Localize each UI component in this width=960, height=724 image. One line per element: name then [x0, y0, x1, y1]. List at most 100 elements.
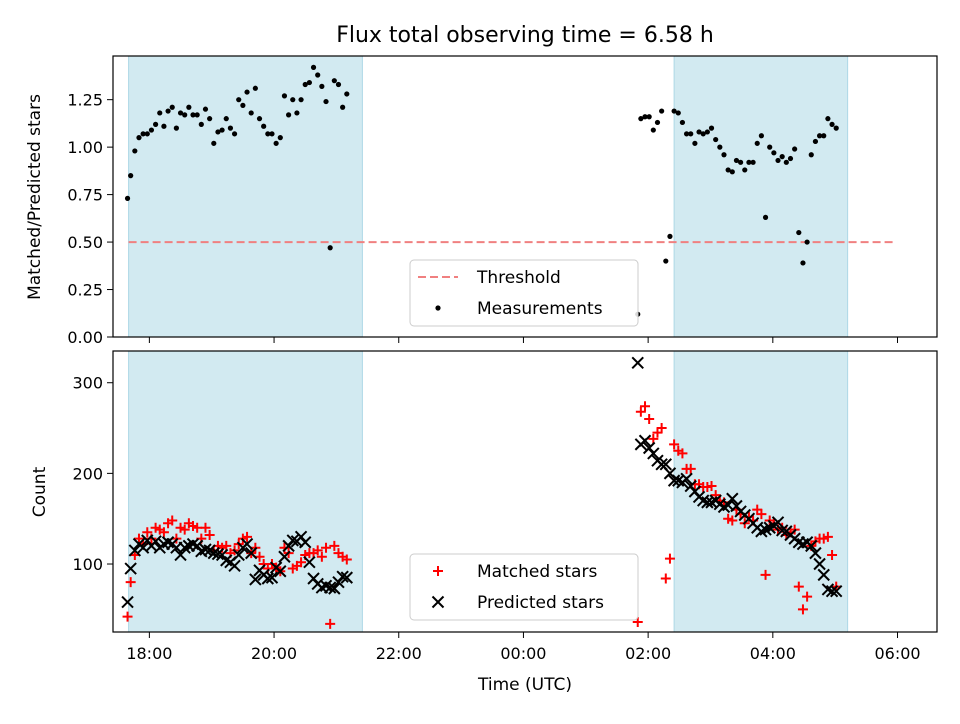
measurement-point — [733, 157, 740, 164]
measurement-point — [775, 157, 781, 164]
predicted-star-point — [817, 568, 830, 582]
measurement-point — [306, 79, 312, 86]
measurement-point — [671, 108, 677, 114]
measurement-point — [315, 72, 321, 78]
predicted-star-point — [647, 447, 660, 460]
y-tick-label: 0.00 — [67, 328, 103, 347]
predicted-star-point — [240, 537, 254, 551]
measurement-point — [252, 85, 258, 91]
measurement-point — [277, 135, 283, 141]
predicted-star-point — [299, 536, 312, 549]
matched-star-point — [827, 549, 838, 560]
legend-label: Predicted stars — [477, 593, 604, 613]
measurement-point — [136, 135, 142, 141]
matched-star-point — [644, 413, 655, 424]
measurement-point — [186, 104, 192, 110]
matched-star-point — [669, 439, 680, 450]
axes-frame — [112, 55, 938, 338]
measurement-point — [273, 140, 279, 146]
matched-star-point — [760, 569, 771, 580]
measurement-point — [323, 98, 329, 105]
measurement-point — [327, 245, 333, 251]
predicted-star-point — [813, 557, 826, 571]
measurement-point — [215, 129, 221, 135]
predicted-star-point — [340, 571, 354, 584]
x-tick-label: 00:00 — [500, 644, 546, 663]
legend-measurement-swatch — [435, 305, 441, 311]
x-tick-label: 04:00 — [750, 644, 796, 663]
measurement-point — [787, 155, 794, 162]
measurement-point — [157, 110, 163, 116]
axes-frame — [112, 350, 938, 633]
predicted-star-point — [659, 458, 673, 471]
measurement-point — [173, 125, 179, 131]
predicted-star-point — [328, 582, 341, 595]
measurement-point — [738, 159, 744, 165]
matched-star-point — [822, 531, 833, 542]
chart-title: Flux total observing time = 6.58 h — [336, 23, 714, 48]
measurement-point — [663, 258, 669, 264]
predicted-star-point — [286, 534, 299, 547]
measurement-point — [638, 116, 644, 122]
measurement-point — [833, 125, 839, 131]
predicted-star-point — [274, 565, 287, 578]
measurement-point — [821, 133, 827, 139]
measurement-point — [796, 229, 802, 236]
measurement-point — [302, 81, 308, 88]
y-tick-label: 100 — [72, 555, 103, 574]
predicted-star-point — [244, 546, 258, 560]
predicted-star-point — [631, 356, 644, 369]
measurement-point — [169, 104, 175, 110]
measurement-point — [708, 125, 715, 131]
matched-star-point — [158, 527, 169, 538]
matched-star-point — [133, 533, 144, 544]
legend-predicted-swatch — [431, 595, 445, 609]
x-tick-label: 06:00 — [874, 644, 920, 663]
measurement-point — [742, 167, 748, 173]
measurement-point — [290, 97, 296, 103]
y-tick-label: 0.50 — [67, 233, 103, 252]
y-tick-label: 1.00 — [67, 138, 103, 157]
measurement-point — [236, 97, 242, 103]
x-tick-label: 22:00 — [376, 644, 422, 663]
measurement-point — [812, 138, 819, 145]
measurement-point — [340, 104, 346, 110]
measurement-point — [319, 83, 325, 89]
matched-star-point — [632, 617, 643, 628]
measurement-point — [659, 108, 665, 114]
top-y-axis-label: Matched/Predicted stars — [25, 94, 45, 300]
measurement-point — [825, 116, 831, 122]
measurement-point — [240, 102, 246, 108]
matched-star-point — [200, 522, 211, 533]
measurement-point — [223, 116, 229, 122]
ratio-panel: 0.00 0.25 0.50 0.75 1.00 1.25 Threshold Measure… — [67, 55, 938, 347]
measurement-point — [692, 140, 698, 146]
matched-star-point — [321, 542, 332, 553]
measurement-point — [344, 91, 350, 97]
legend-label: Measurements — [477, 299, 603, 319]
matched-star-point — [656, 423, 667, 434]
predicted-star-point — [121, 595, 134, 609]
measurement-point — [688, 131, 694, 137]
matched-star-point — [125, 577, 136, 588]
matched-star-point — [316, 551, 327, 562]
measurement-point — [696, 129, 702, 135]
measurement-point — [667, 233, 673, 239]
predicted-star-point — [149, 535, 162, 548]
y-tick-label: 200 — [72, 464, 103, 483]
matched-star-point — [179, 524, 190, 535]
measurement-point — [704, 129, 710, 135]
measurement-point — [654, 119, 661, 126]
predicted-star-point — [199, 543, 212, 556]
legend-box — [409, 553, 639, 621]
predicted-star-point — [303, 555, 316, 569]
measurement-point — [265, 131, 271, 137]
measurement-point — [713, 136, 719, 143]
measurement-point — [231, 131, 238, 137]
y-tick-label: 1.25 — [67, 91, 103, 110]
predicted-star-point — [228, 559, 241, 573]
measurement-point — [294, 110, 300, 116]
measurement-point — [679, 119, 686, 126]
measurement-point — [829, 121, 835, 127]
